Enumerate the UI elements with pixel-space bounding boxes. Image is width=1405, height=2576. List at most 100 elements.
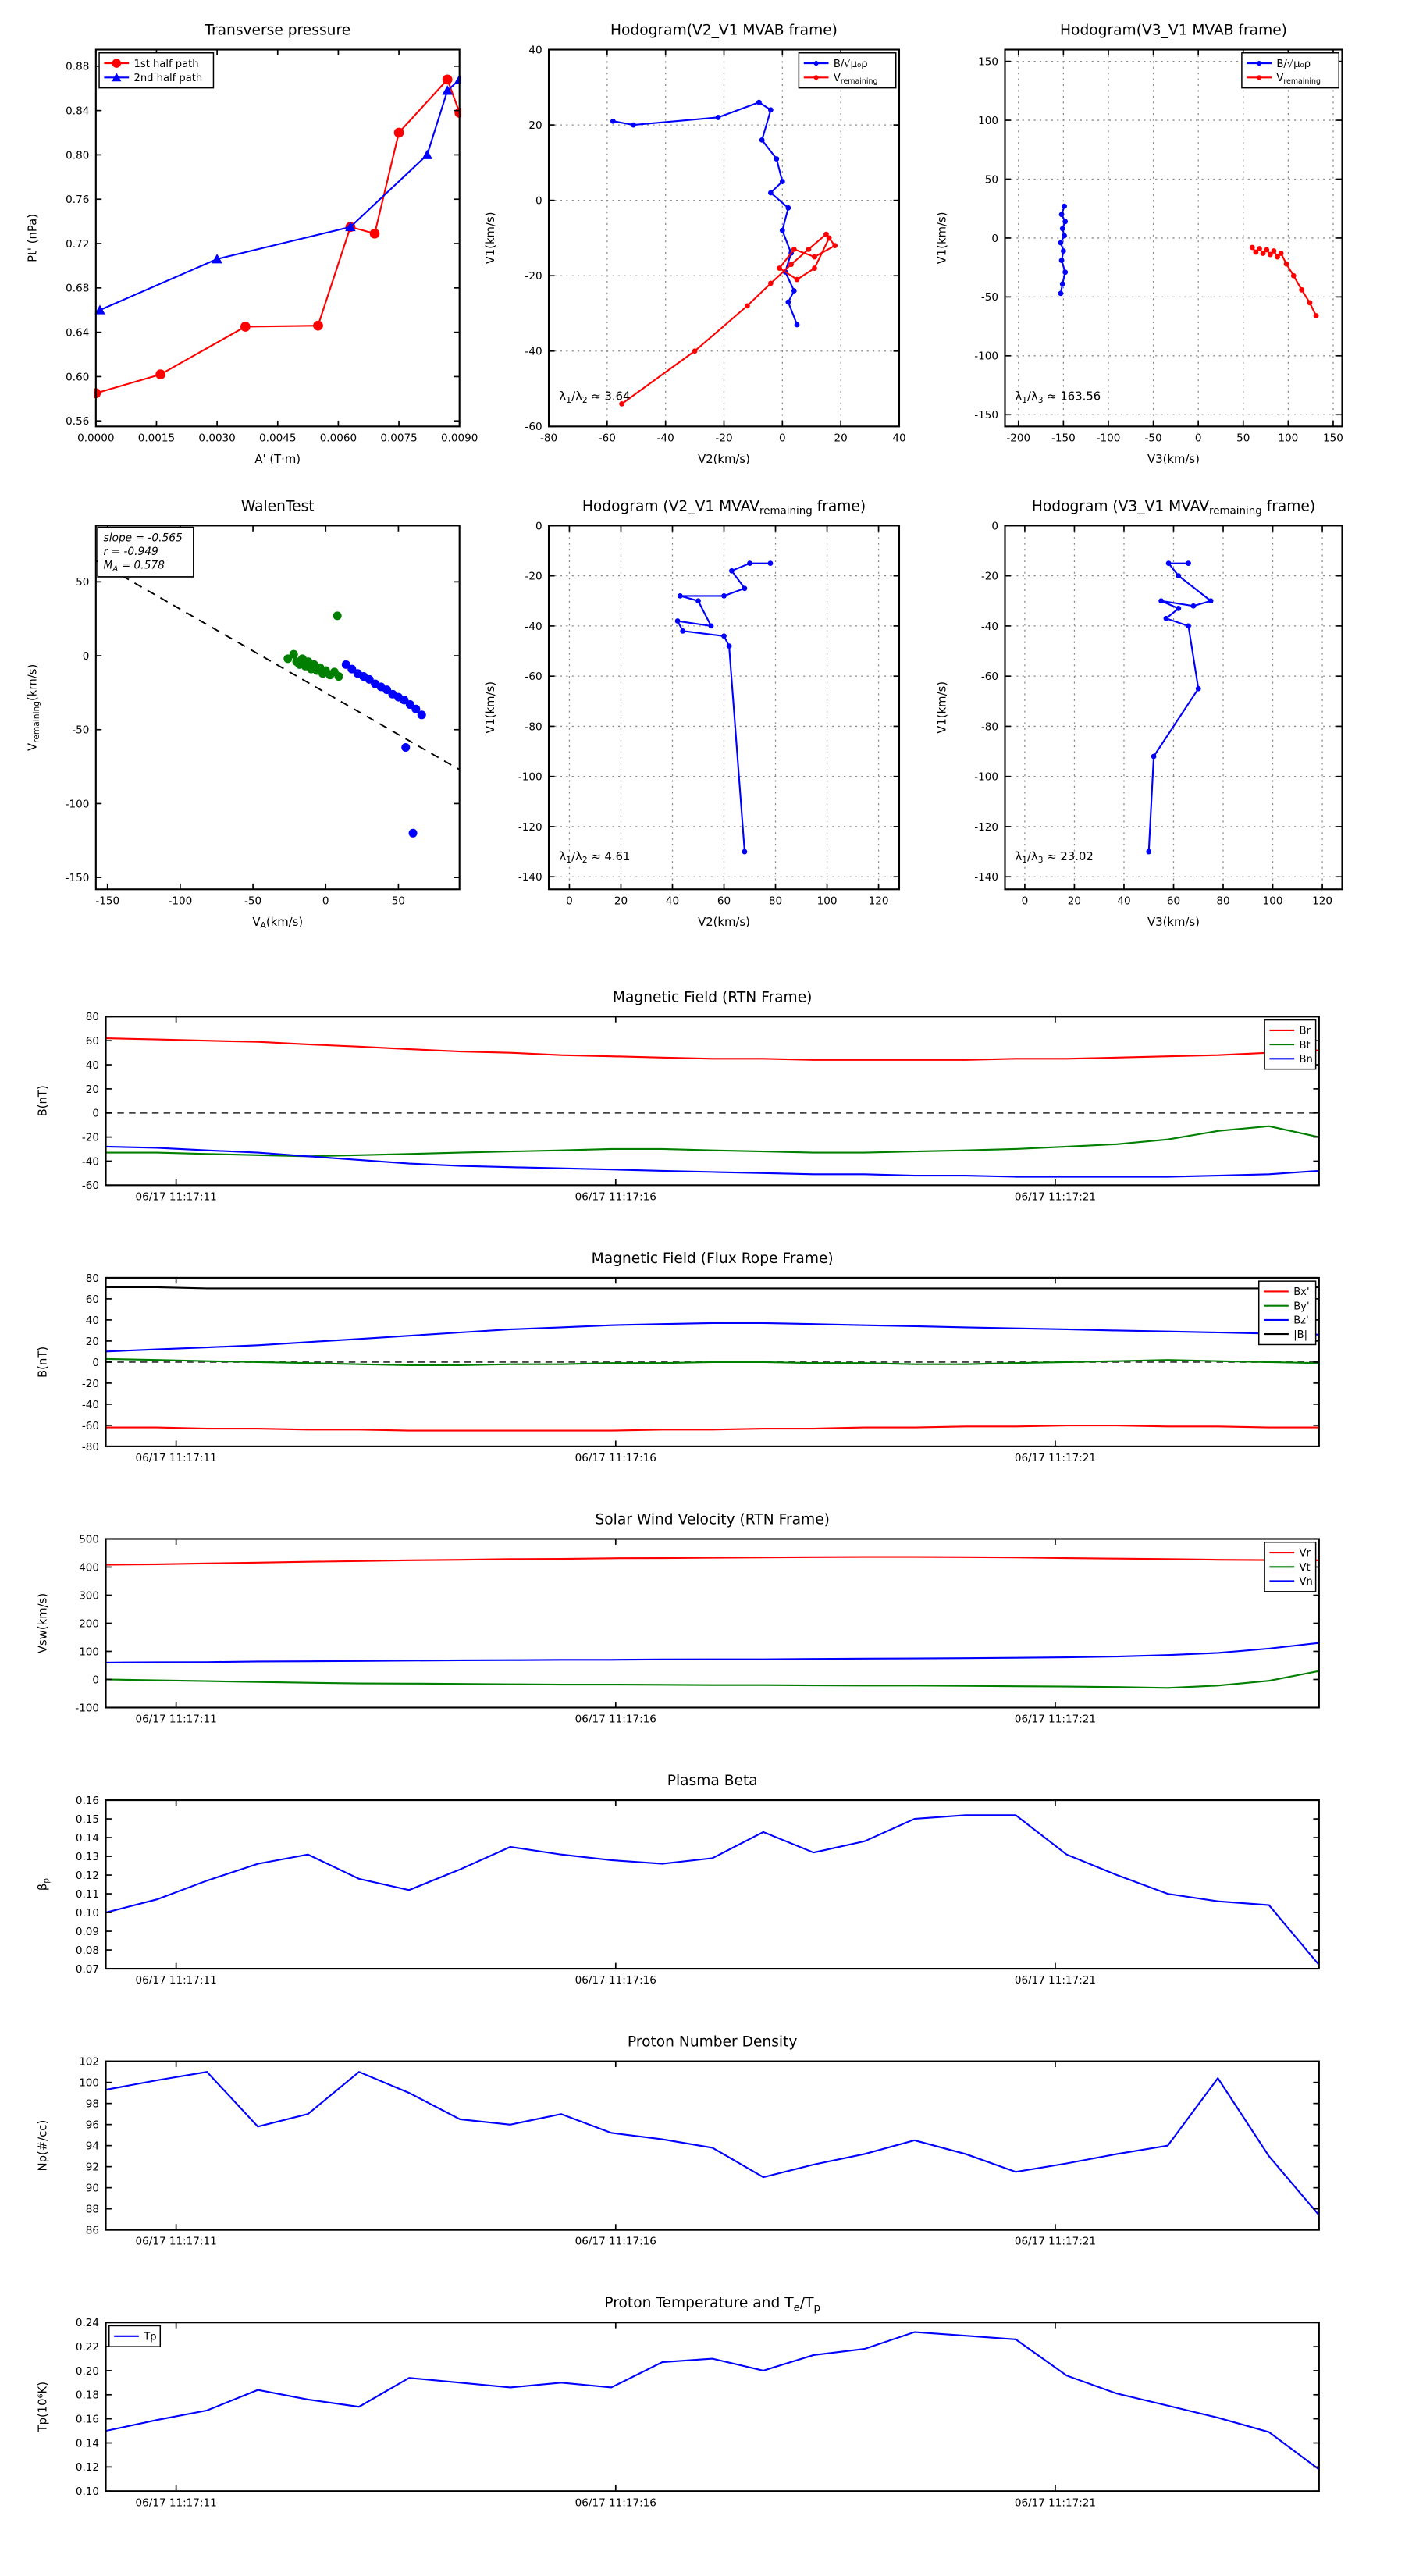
svg-text:A' (T·m): A' (T·m)	[254, 453, 301, 466]
svg-text:0: 0	[991, 233, 998, 245]
svg-text:0.0090: 0.0090	[441, 432, 478, 444]
svg-text:-140: -140	[974, 871, 998, 884]
svg-text:06/17 11:17:11: 06/17 11:17:11	[136, 2496, 217, 2509]
svg-text:0.11: 0.11	[76, 1888, 99, 1901]
svg-text:-20: -20	[82, 1378, 99, 1390]
svg-text:50: 50	[76, 576, 89, 589]
svg-text:λ1/λ3 ≈ 23.02: λ1/λ3 ≈ 23.02	[1015, 850, 1093, 865]
svg-text:Bz': Bz'	[1293, 1315, 1308, 1327]
svg-text:-50: -50	[72, 724, 89, 737]
svg-text:60: 60	[86, 1035, 99, 1048]
svg-text:V2(km/s): V2(km/s)	[698, 916, 750, 929]
svg-text:06/17 11:17:21: 06/17 11:17:21	[1015, 2236, 1096, 2248]
svg-text:80: 80	[769, 895, 782, 907]
svg-text:150: 150	[978, 55, 998, 68]
svg-text:60: 60	[717, 895, 731, 907]
svg-text:90: 90	[86, 2183, 99, 2195]
magnetic-field-flux-rope-panel: 06/17 11:17:11 06/17 11:17:16 06/17 11:17:…	[36, 1251, 1320, 1464]
svg-text:100: 100	[1263, 895, 1283, 907]
svg-text:B(nT): B(nT)	[36, 1085, 49, 1116]
svg-text:0.0030: 0.0030	[198, 432, 235, 444]
svg-text:40: 40	[86, 1059, 99, 1072]
svg-text:06/17 11:17:11: 06/17 11:17:11	[136, 1190, 217, 1203]
svg-text:0: 0	[566, 895, 573, 907]
svg-text:0: 0	[779, 432, 786, 444]
svg-text:B/√μ₀ρ: B/√μ₀ρ	[834, 59, 868, 70]
svg-text:92: 92	[86, 2161, 99, 2174]
svg-text:-120: -120	[518, 821, 542, 834]
svg-text:06/17 11:17:11: 06/17 11:17:11	[136, 1452, 217, 1464]
svg-text:20: 20	[834, 432, 848, 444]
svg-text:40: 40	[528, 44, 542, 56]
svg-text:80: 80	[86, 1272, 99, 1285]
svg-text:20: 20	[614, 895, 628, 907]
svg-text:0.13: 0.13	[76, 1851, 99, 1863]
svg-text:V1(km/s): V1(km/s)	[935, 212, 948, 265]
svg-text:0: 0	[322, 895, 329, 907]
svg-text:20: 20	[86, 1336, 99, 1348]
svg-text:300: 300	[79, 1589, 99, 1602]
svg-text:40: 40	[892, 432, 905, 444]
hodogram-v2v1-mvab-plot: -80 -60 -40 -20 0 20 40-60-40-2002040Hodogram(…	[484, 22, 905, 465]
svg-text:r = -0.949: r = -0.949	[104, 546, 158, 558]
svg-text:-100: -100	[1097, 432, 1121, 444]
svg-text:-150: -150	[66, 872, 90, 884]
svg-text:0.56: 0.56	[66, 415, 89, 428]
walen-test-plot: -150 -100 -50 0 50 -150 -100 -50 0 50 WalenTest VA(…	[27, 498, 461, 930]
svg-text:0.12: 0.12	[76, 2461, 99, 2474]
svg-text:-60: -60	[599, 432, 616, 444]
proton-temperature-panel: 06/17 11:17:11 06/17 11:17:16 06/17 11:17:…	[36, 2295, 1320, 2509]
svg-text:Vr: Vr	[1300, 1548, 1311, 1560]
svg-text:100: 100	[79, 1646, 99, 1658]
svg-text:Hodogram(V3_V1 MVAB frame): Hodogram(V3_V1 MVAB frame)	[1060, 22, 1287, 38]
svg-text:0.88: 0.88	[66, 61, 89, 73]
svg-text:0: 0	[92, 1108, 99, 1120]
svg-text:-100: -100	[518, 771, 542, 784]
svg-text:Vt: Vt	[1300, 1562, 1311, 1574]
svg-text:-20: -20	[715, 432, 732, 444]
svg-text:06/17 11:17:11: 06/17 11:17:11	[136, 1713, 217, 1726]
svg-text:80: 80	[1216, 895, 1229, 907]
svg-text:-40: -40	[981, 621, 998, 633]
svg-text:Transverse pressure: Transverse pressure	[204, 22, 350, 38]
svg-text:B/√μ₀ρ: B/√μ₀ρ	[1276, 59, 1311, 70]
svg-text:0.16: 0.16	[76, 1795, 99, 1807]
svg-text:94: 94	[86, 2140, 99, 2153]
svg-text:0.0045: 0.0045	[259, 432, 296, 444]
svg-text:Hodogram (V3_V1 MVAVremaining: Hodogram (V3_V1 MVAVremaining frame)	[1032, 498, 1315, 517]
svg-text:0.0060: 0.0060	[320, 432, 357, 444]
svg-text:-50: -50	[244, 895, 261, 907]
svg-text:-80: -80	[540, 432, 557, 444]
svg-text:0: 0	[535, 195, 542, 208]
svg-text:0: 0	[1022, 895, 1029, 907]
svg-text:40: 40	[1117, 895, 1130, 907]
svg-text:Hodogram (V2_V1 MVAVremaining: Hodogram (V2_V1 MVAVremaining frame)	[582, 498, 866, 517]
svg-text:500: 500	[79, 1533, 99, 1546]
svg-text:06/17 11:17:16: 06/17 11:17:16	[575, 1713, 656, 1726]
svg-text:V1(km/s): V1(km/s)	[484, 212, 497, 265]
svg-text:Vremaining: Vremaining	[1276, 73, 1321, 86]
svg-text:MA = 0.578: MA = 0.578	[104, 559, 165, 573]
svg-text:86: 86	[86, 2225, 99, 2237]
svg-text:-140: -140	[518, 871, 542, 884]
svg-text:Solar Wind Velocity (RTN Frame: Solar Wind Velocity (RTN Frame)	[595, 1511, 829, 1528]
svg-text:06/17 11:17:11: 06/17 11:17:11	[136, 1974, 217, 1987]
svg-text:0.72: 0.72	[66, 238, 89, 251]
svg-text:120: 120	[1312, 895, 1332, 907]
svg-text:λ1/λ2 ≈ 3.64: λ1/λ2 ≈ 3.64	[560, 390, 631, 405]
svg-text:Tp: Tp	[143, 2331, 156, 2343]
svg-text:06/17 11:17:21: 06/17 11:17:21	[1015, 1452, 1096, 1464]
svg-text:0.20: 0.20	[76, 2365, 99, 2378]
svg-text:-80: -80	[981, 720, 998, 733]
svg-text:-40: -40	[82, 1399, 99, 1411]
svg-text:Np(#/cc): Np(#/cc)	[36, 2120, 49, 2172]
svg-text:λ1/λ2 ≈ 4.61: λ1/λ2 ≈ 4.61	[560, 850, 631, 865]
svg-text:0.14: 0.14	[76, 1832, 99, 1845]
svg-text:100: 100	[79, 2077, 99, 2090]
svg-text:0.0075: 0.0075	[380, 432, 417, 444]
svg-text:06/17 11:17:16: 06/17 11:17:16	[575, 1452, 656, 1464]
svg-text:0: 0	[92, 1674, 99, 1686]
svg-text:400: 400	[79, 1561, 99, 1574]
svg-text:slope = -0.565: slope = -0.565	[104, 532, 183, 545]
svg-text:-100: -100	[66, 798, 90, 810]
